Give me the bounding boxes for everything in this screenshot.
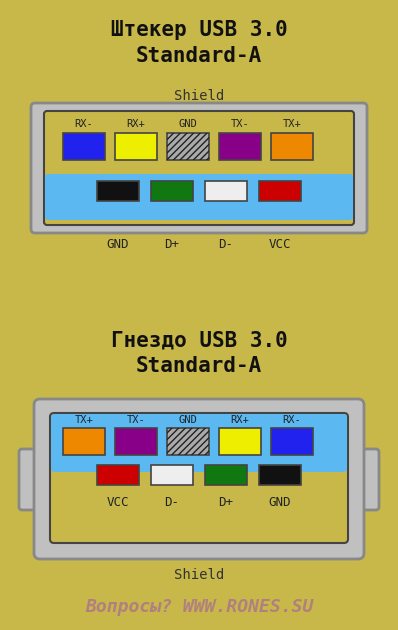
Text: GND: GND	[179, 119, 197, 129]
Bar	[271, 428, 313, 455]
Text: TX-: TX-	[230, 119, 250, 129]
Bar	[167, 133, 209, 160]
Bar	[167, 428, 209, 455]
Bar	[259, 181, 301, 201]
Bar	[51, 179, 347, 219]
Bar	[259, 465, 301, 485]
Text: D-: D-	[164, 496, 179, 510]
Text: Штекер USB 3.0: Штекер USB 3.0	[111, 20, 287, 40]
Text: TX+: TX+	[75, 415, 94, 425]
Text: GND: GND	[107, 239, 129, 251]
FancyBboxPatch shape	[31, 103, 367, 233]
Text: Shield: Shield	[174, 568, 224, 582]
Text: GND: GND	[179, 415, 197, 425]
Text: Standard-A: Standard-A	[136, 356, 262, 376]
Bar	[97, 465, 139, 485]
Bar	[167, 133, 209, 160]
FancyBboxPatch shape	[351, 449, 379, 510]
Bar	[115, 428, 157, 455]
FancyBboxPatch shape	[50, 413, 348, 543]
Text: Вопросы? WWW.RONES.SU: Вопросы? WWW.RONES.SU	[85, 598, 313, 616]
FancyBboxPatch shape	[45, 174, 353, 220]
Text: RX+: RX+	[127, 119, 145, 129]
Bar	[205, 181, 247, 201]
Text: Standard-A: Standard-A	[136, 46, 262, 66]
Bar	[63, 428, 105, 455]
FancyBboxPatch shape	[51, 414, 347, 472]
Text: D-: D-	[219, 239, 234, 251]
Bar	[219, 428, 261, 455]
Bar	[151, 465, 193, 485]
Bar	[115, 133, 157, 160]
FancyBboxPatch shape	[34, 399, 364, 559]
Text: RX+: RX+	[230, 415, 250, 425]
Text: Гнездо USB 3.0: Гнездо USB 3.0	[111, 330, 287, 350]
Text: VCC: VCC	[269, 239, 291, 251]
Bar	[205, 465, 247, 485]
Text: GND: GND	[269, 496, 291, 510]
Bar	[219, 133, 261, 160]
Bar	[97, 181, 139, 201]
FancyBboxPatch shape	[0, 0, 398, 312]
Text: RX-: RX-	[283, 415, 301, 425]
FancyBboxPatch shape	[44, 111, 354, 225]
Text: VCC: VCC	[107, 496, 129, 510]
Bar	[58, 422, 340, 472]
Text: Shield: Shield	[174, 89, 224, 103]
Text: D+: D+	[164, 239, 179, 251]
Bar	[63, 133, 105, 160]
Bar	[151, 181, 193, 201]
Text: TX-: TX-	[127, 415, 145, 425]
Text: RX-: RX-	[75, 119, 94, 129]
FancyBboxPatch shape	[19, 449, 47, 510]
Text: TX+: TX+	[283, 119, 301, 129]
Bar	[167, 428, 209, 455]
Text: D+: D+	[219, 496, 234, 510]
Bar	[271, 133, 313, 160]
